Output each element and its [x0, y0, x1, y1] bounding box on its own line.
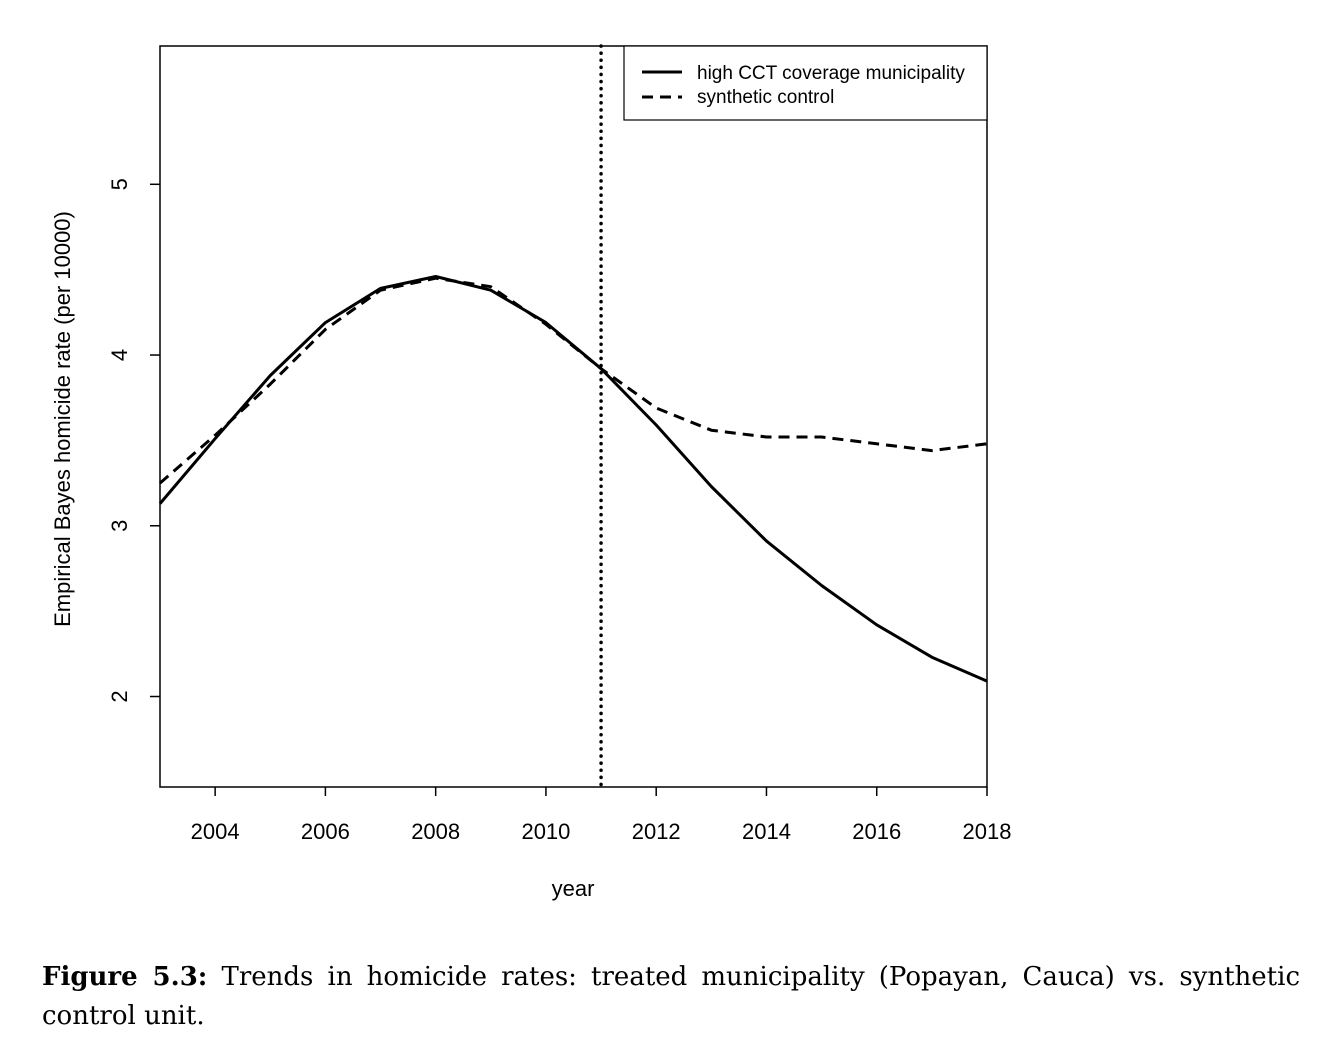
series-line-synthetic — [159, 276, 988, 485]
y-tick-label: 5 — [107, 178, 132, 190]
x-tick-label: 2014 — [742, 819, 791, 844]
figure-caption-label: Figure 5.3: — [42, 962, 208, 992]
legend-label-treated: high CCT coverage municipality — [697, 63, 965, 84]
homicide-trend-chart: 2004 2006 2008 2010 2012 2014 2016 2018 2 3 4 5 ye… — [50, 44, 1012, 901]
x-tick-label: 2016 — [852, 819, 901, 844]
legend: high CCT coverage municipality synthetic… — [623, 45, 988, 121]
figure-caption: Figure 5.3: Trends in homicide rates: tr… — [42, 958, 1300, 1036]
y-axis-label: Empirical Bayes homicide rate (per 10000… — [50, 211, 75, 627]
x-tick-label: 2008 — [411, 819, 460, 844]
y-tick-label: 4 — [107, 349, 132, 361]
x-tick-label: 2006 — [301, 819, 350, 844]
x-tick-label: 2010 — [521, 819, 570, 844]
legend-box — [623, 45, 988, 121]
x-tick-label: 2004 — [191, 819, 240, 844]
y-tick-label: 2 — [107, 690, 132, 702]
x-tick-label: 2012 — [632, 819, 681, 844]
x-tick-label: 2018 — [963, 819, 1012, 844]
plot-frame — [159, 45, 988, 788]
y-axis: 2 3 4 5 — [107, 178, 160, 703]
x-axis-label: year — [552, 876, 595, 901]
legend-label-synthetic: synthetic control — [697, 87, 834, 108]
x-axis: 2004 2006 2008 2010 2012 2014 2016 2018 — [191, 787, 1012, 844]
series-lines — [158, 275, 988, 683]
y-tick-label: 3 — [107, 520, 132, 532]
figure-caption-text: Trends in homicide rates: treated munici… — [42, 962, 1301, 1031]
series-line-treated — [158, 275, 988, 683]
plot-area — [158, 44, 988, 789]
